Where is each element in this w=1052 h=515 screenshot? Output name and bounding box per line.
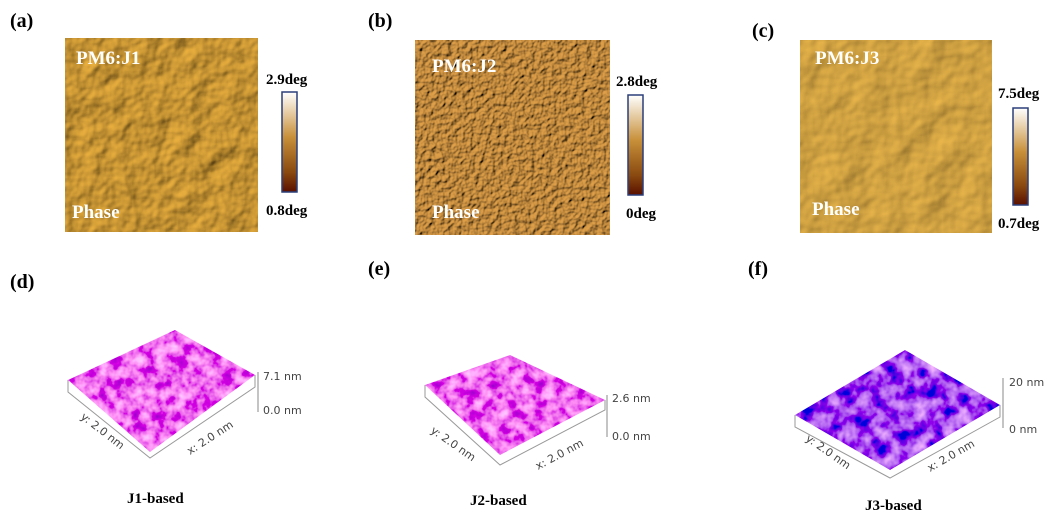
phase-image [800,40,992,233]
surface-frame [424,385,606,466]
z-min: 0 nm [1009,423,1037,436]
mode-label: Phase [812,199,860,220]
phase-image [65,38,258,232]
sample-name: PM6:J1 [76,48,140,69]
caption: J2-based [470,493,527,509]
scale-max: 2.8deg [616,74,658,90]
z-min: 0.0 nm [263,404,302,417]
surface [795,350,1000,470]
y-axis-label: y: 2.0 nm [428,424,478,464]
panel-label: (d) [10,271,34,293]
panel-label: (c) [752,20,774,42]
scale-min: 0.8deg [266,203,308,219]
surface [68,330,255,452]
mode-label: Phase [432,202,480,223]
phase-image [415,40,610,235]
z-min: 0.0 nm [612,430,651,443]
surface-frame [794,405,1001,479]
surface-plot [794,350,1004,479]
surface-plot [424,355,608,466]
x-axis-label: x: 2.0 nm [533,437,585,473]
mode-label: Phase [72,202,120,223]
scale-max: 2.9deg [266,72,308,88]
colorbar [1012,107,1029,206]
panel-label: (b) [368,10,392,32]
scale-max: 7.5deg [998,86,1040,102]
sample-name: PM6:J3 [815,48,879,69]
caption: J1-based [127,491,184,507]
z-max: 20 nm [1009,376,1044,389]
surface [425,355,605,455]
colorbar [281,91,298,193]
surface-frame [67,375,256,459]
panel-label: (f) [748,258,768,280]
x-axis-label: x: 2.0 nm [185,418,236,457]
z-max: 7.1 nm [263,370,302,383]
scale-min: 0.7deg [998,216,1040,232]
z-max: 2.6 nm [612,392,651,405]
caption: J3-based [865,498,922,514]
sample-name: PM6:J2 [432,56,496,77]
surface-plot [67,330,259,459]
scale-min: 0deg [626,206,657,222]
colorbar [627,94,644,196]
panel-label: (a) [10,10,33,32]
panel-label: (e) [368,258,390,280]
